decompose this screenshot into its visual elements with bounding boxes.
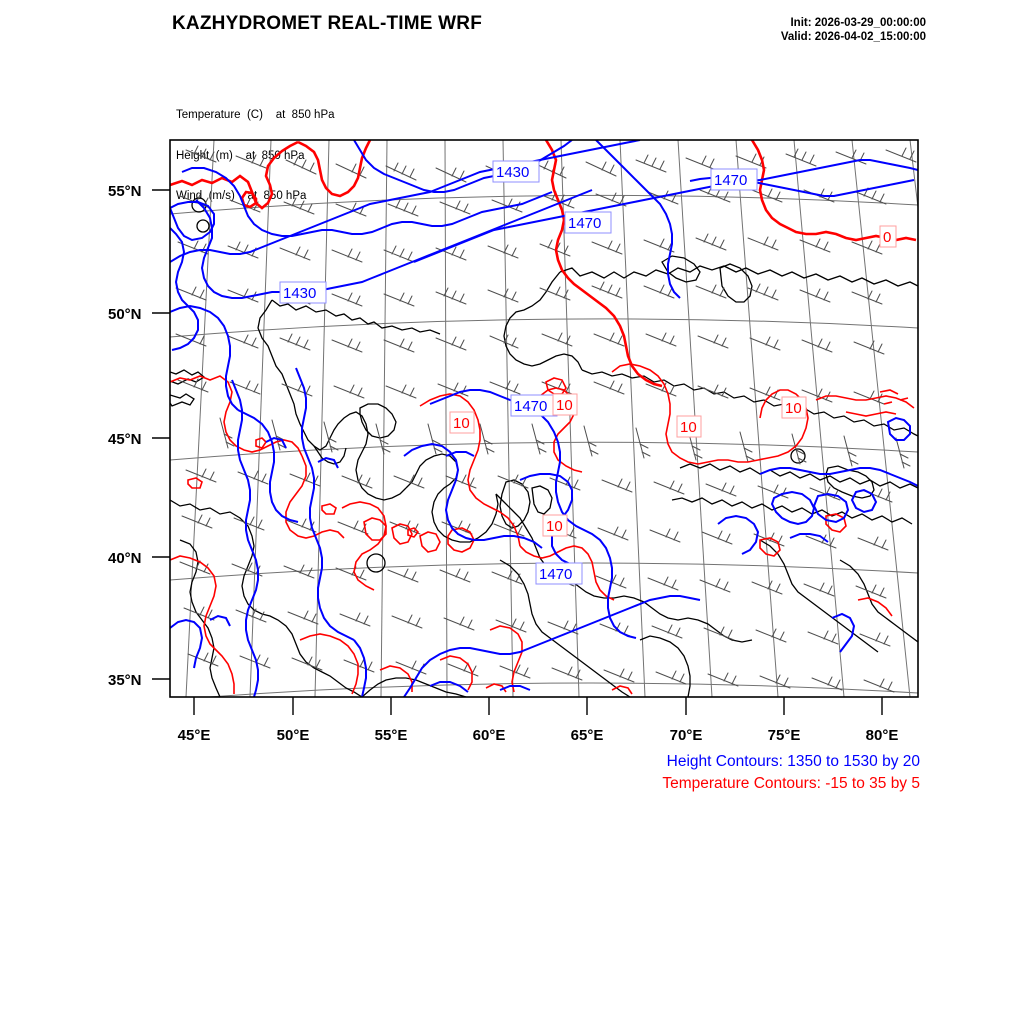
contour-label-10-c: 10 — [680, 419, 697, 436]
contour-label-10-e: 10 — [546, 518, 563, 535]
contour-label-1430-top: 1430 — [496, 164, 529, 181]
contour-label-10-b: 10 — [556, 397, 573, 414]
contour-label-1470-mid: 1470 — [514, 398, 547, 415]
lat-tick-55N: 55°N — [108, 183, 142, 200]
contour-legend: Height Contours: 1350 to 1530 by 20 Temp… — [662, 751, 920, 795]
coastlines-borders — [170, 197, 918, 697]
field-temperature: Temperature (C) at 850 hPa — [176, 109, 335, 121]
contour-label-1470-upper: 1470 — [568, 215, 601, 232]
lat-tick-45N: 45°N — [108, 431, 142, 448]
map-frame — [169, 139, 919, 698]
temperature-contours — [170, 140, 917, 695]
contour-label-1470-lower: 1470 — [539, 566, 572, 583]
contour-label-temperature: 10 10 10 10 10 0 — [449, 225, 897, 537]
init-time: Init: 2026-03-29_00:00:00 — [790, 17, 926, 29]
lat-tick-35N: 35°N — [108, 672, 142, 689]
latitude-tick-labels: 55°N 50°N 45°N 40°N 35°N — [108, 183, 142, 689]
field-height: Height (m) at 850 hPa — [176, 149, 305, 162]
field-wind: Wind (m/s) at 850 hPa — [176, 190, 307, 202]
graticule — [170, 140, 918, 697]
lon-tick-75E: 75°E — [768, 727, 801, 744]
height-contours — [170, 140, 918, 697]
lat-tick-40N: 40°N — [108, 550, 142, 567]
lon-tick-45E: 45°E — [178, 727, 211, 744]
lon-tick-60E: 60°E — [473, 727, 506, 744]
wind-barbs — [175, 145, 917, 693]
lat-tick-50N: 50°N — [108, 306, 142, 323]
contour-label-1430-left: 1430 — [283, 285, 316, 302]
contour-label-height: 1430 1470 1470 1430 1470 1470 — [279, 160, 758, 585]
longitude-tick-labels: 45°E 50°E 55°E 60°E 65°E 70°E 75°E 80°E — [178, 727, 899, 744]
legend-temperature-contours: Temperature Contours: -15 to 35 by 5 — [662, 775, 920, 792]
legend-height-contours: Height Contours: 1350 to 1530 by 20 — [666, 753, 920, 770]
latitude-axis — [152, 189, 170, 680]
model-run-info: Init: 2026-03-29_00:00:00 Valid: 2026-04… — [781, 16, 926, 44]
contour-label-1470-topright: 1470 — [714, 172, 747, 189]
longitude-axis — [193, 697, 883, 715]
contour-label-group: 1430 1470 1470 1430 1470 1470 10 10 — [279, 160, 897, 585]
field-description-block: Temperature (C) at 850 hPa Height (m) at… — [176, 82, 335, 231]
valid-time: Valid: 2026-04-02_15:00:00 — [780, 31, 926, 43]
lon-tick-65E: 65°E — [571, 727, 604, 744]
contour-label-0: 0 — [883, 229, 891, 246]
lon-tick-80E: 80°E — [866, 727, 899, 744]
lon-tick-50E: 50°E — [277, 727, 310, 744]
contour-label-10-a: 10 — [453, 415, 470, 432]
contour-label-10-d: 10 — [785, 400, 802, 417]
page-title: KAZHYDROMET REAL-TIME WRF — [172, 13, 483, 34]
lon-tick-55E: 55°E — [375, 727, 408, 744]
lon-tick-70E: 70°E — [670, 727, 703, 744]
